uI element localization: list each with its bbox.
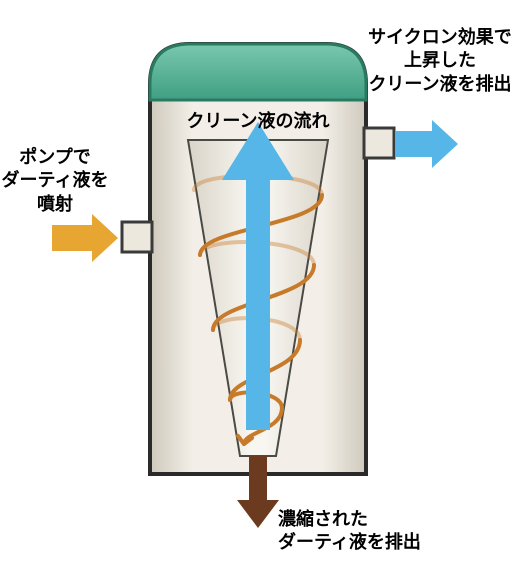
outlet-arrow-icon xyxy=(396,120,458,168)
label-inlet: ポンプで ダーティ液を 噴射 xyxy=(0,146,110,216)
vessel-cap xyxy=(150,44,366,100)
outlet-port xyxy=(364,128,394,158)
label-outlet: サイクロン効果で 上昇した クリーン液を排出 xyxy=(356,26,520,96)
inlet-port xyxy=(122,222,152,252)
label-bottom: 濃縮された ダーティ液を排出 xyxy=(278,508,498,555)
inlet-arrow-icon xyxy=(52,214,118,262)
diagram-stage: ポンプで ダーティ液を 噴射 クリーン液の流れ サイクロン効果で 上昇した クリ… xyxy=(0,0,520,566)
label-clean-flow: クリーン液の流れ xyxy=(168,110,348,133)
